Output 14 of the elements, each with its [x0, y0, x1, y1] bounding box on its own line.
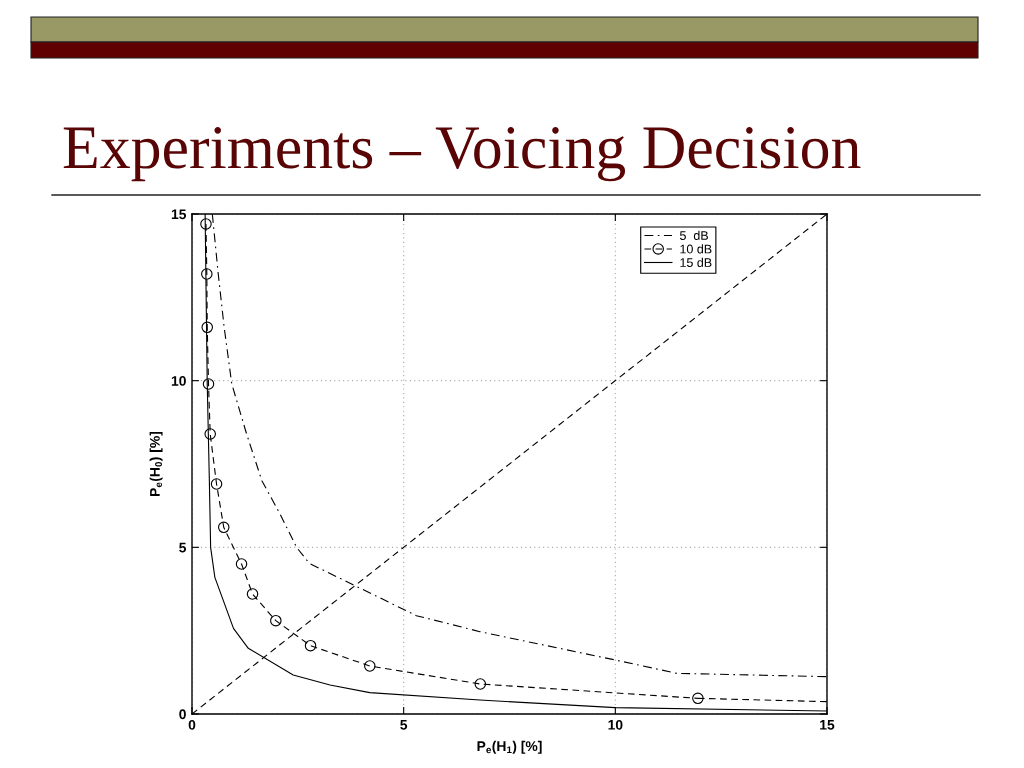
x-tick-label: 5: [400, 720, 408, 730]
x-tick-label: 15: [820, 720, 835, 730]
y-tick-label: 0: [179, 709, 186, 720]
y-tick-label: 5: [179, 542, 187, 553]
x-tick-label: 10: [608, 719, 623, 730]
chart-title: Experiments – Voicing Decision: [63, 127, 861, 182]
y-axis-title: P$_{e}$(H$_{0}$) [%]: [149, 431, 163, 496]
legend-label: 10 dB: [680, 244, 712, 254]
x-axis-title: P$_{e}$(H$_{1}$) [%]: [477, 740, 542, 754]
y-tick-label: 10: [171, 376, 186, 386]
x-tick-label: 0: [188, 719, 196, 730]
legend-label: 5 dB: [679, 230, 708, 240]
legend-label: 15 dB: [680, 257, 712, 267]
y-tick-label: 15: [171, 209, 187, 220]
